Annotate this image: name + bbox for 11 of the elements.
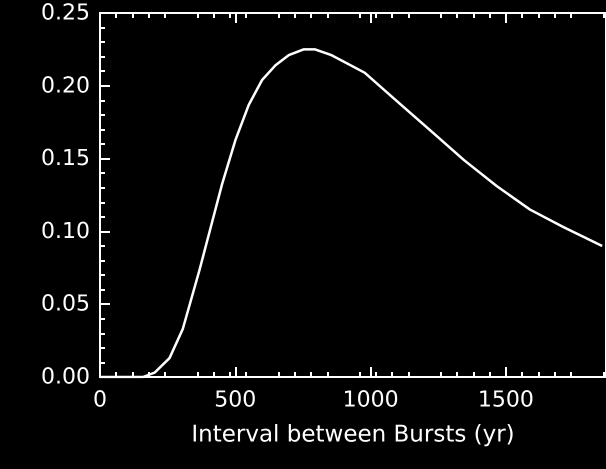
y-tick-label: 0.15 xyxy=(41,146,90,172)
x-tick-label: 0 xyxy=(93,388,107,412)
x-tick-label: 500 xyxy=(214,388,256,412)
x-axis-title: Interval between Bursts (yr) xyxy=(191,422,515,448)
y-tick-label: 0.05 xyxy=(41,292,90,317)
x-tick-label: 1500 xyxy=(478,388,534,412)
y-tick-label: 0.00 xyxy=(41,364,90,390)
y-tick-label: 0.25 xyxy=(41,0,90,26)
x-tick-label: 1000 xyxy=(342,388,399,412)
y-tick-label: 0.20 xyxy=(41,73,90,98)
y-tick-label: 0.10 xyxy=(41,218,90,244)
